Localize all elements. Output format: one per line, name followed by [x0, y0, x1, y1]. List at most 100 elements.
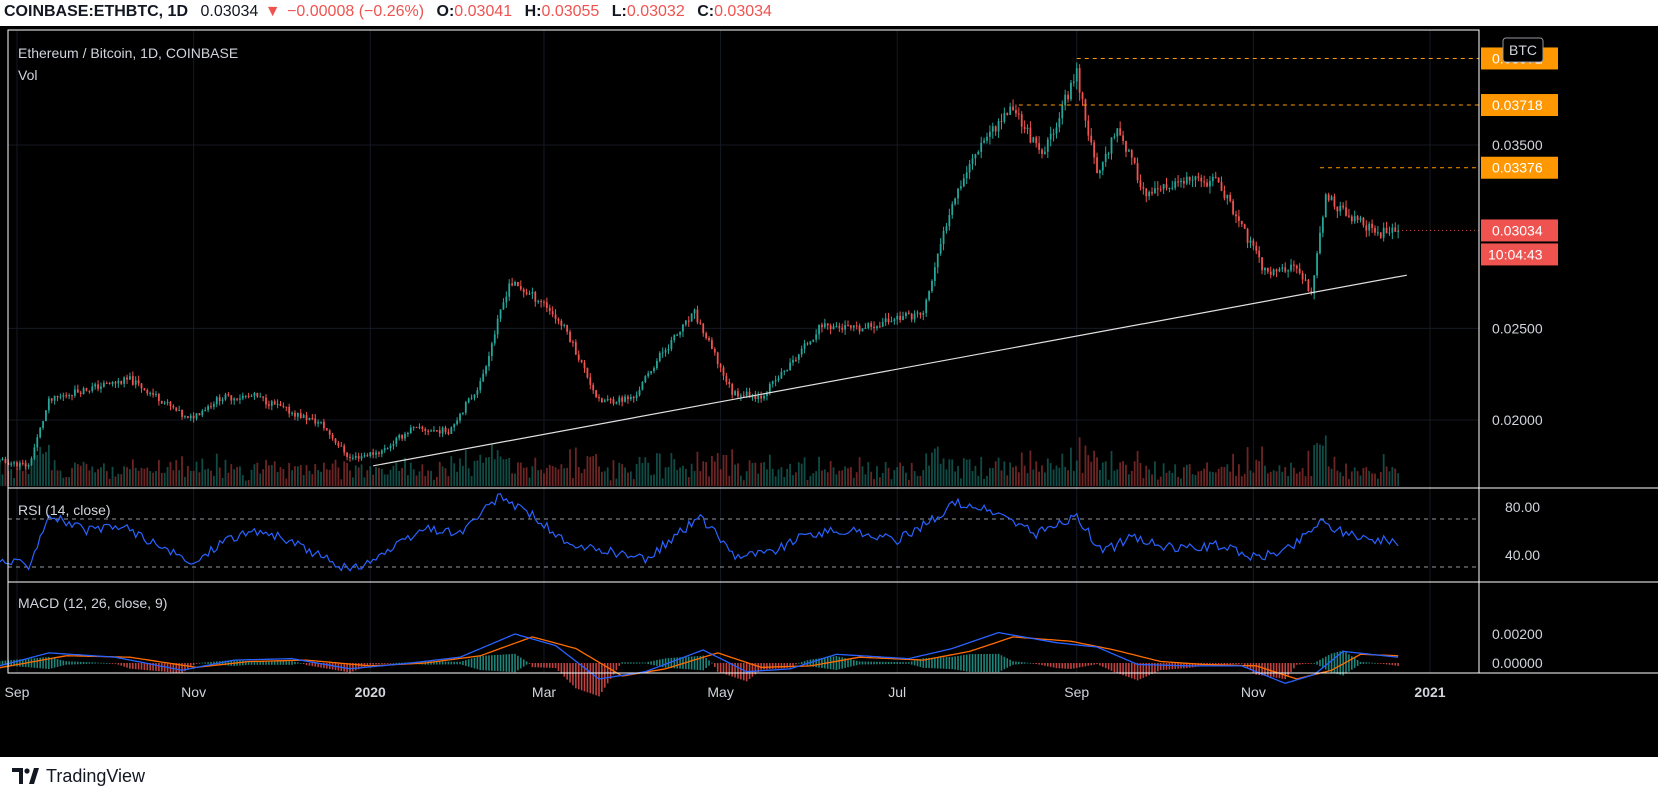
tradingview-brand[interactable]: TradingView — [46, 766, 146, 786]
candle-body — [589, 377, 592, 385]
volume-bar — [922, 469, 925, 486]
candle-body — [1113, 136, 1116, 138]
candle-body — [409, 427, 412, 433]
candle-body — [1345, 207, 1347, 216]
volume-bar — [447, 476, 450, 486]
macd-histogram-bar — [1107, 663, 1110, 670]
candle-body — [519, 286, 522, 290]
volume-bar — [305, 465, 308, 486]
candle-body — [212, 404, 215, 407]
volume-bar — [1168, 470, 1171, 486]
candle-body — [1304, 279, 1307, 281]
macd-histogram-bar — [1391, 663, 1394, 666]
macd-histogram-bar — [908, 662, 910, 664]
volume-bar — [389, 469, 392, 486]
volume-bar — [1278, 465, 1281, 486]
volume-bar — [201, 458, 204, 486]
x-tick-label-3: Mar — [532, 684, 556, 700]
macd-histogram-bar — [618, 663, 621, 666]
volume-bar — [221, 477, 224, 486]
candle-body — [1139, 180, 1142, 188]
macd-pane[interactable] — [0, 631, 1399, 697]
macd-histogram-bar — [1067, 663, 1069, 669]
candle-body — [343, 445, 346, 453]
macd-histogram-bar — [757, 663, 760, 673]
macd-histogram-bar — [531, 663, 534, 668]
candle-body — [1029, 127, 1032, 143]
macd-histogram-bar — [1319, 659, 1321, 667]
macd-histogram-bar — [1371, 662, 1373, 664]
volume-bar — [679, 467, 681, 486]
trading-chart[interactable]: Sep Nov 2020 Mar May Jul Sep Nov 2021 0.02000 0.02… — [0, 26, 1658, 757]
tradingview-logo-icon[interactable] — [12, 766, 40, 786]
macd-histogram-bar — [818, 658, 820, 668]
macd-histogram-bar — [378, 663, 380, 665]
volume-bar — [47, 444, 50, 486]
macd-histogram-bar — [323, 663, 325, 669]
volume-bar — [268, 465, 270, 486]
candle-body — [748, 391, 751, 398]
macd-histogram-bar — [879, 661, 881, 665]
candle-body — [832, 326, 835, 330]
macd-histogram-bar — [50, 657, 53, 669]
volume-bar — [285, 478, 288, 486]
volume-bar — [343, 461, 346, 486]
candle-body — [600, 398, 603, 403]
x-tick-label-4: May — [707, 684, 733, 700]
volume-bar — [137, 470, 140, 486]
volume-bar — [1284, 467, 1287, 486]
macd-histogram-bar — [551, 663, 554, 668]
volume-bar — [855, 472, 858, 486]
volume-bar — [105, 471, 108, 486]
macd-histogram-bar — [658, 659, 661, 667]
symbol-name[interactable]: COINBASE:ETHBTC, 1D — [4, 3, 189, 20]
volume-bar — [519, 462, 522, 486]
macd-histogram-bar — [42, 657, 44, 669]
volume-bar — [682, 465, 684, 486]
volume-bar — [160, 472, 163, 486]
macd-histogram-bar — [621, 662, 623, 664]
volume-bar — [1142, 478, 1145, 486]
macd-histogram-bar — [670, 657, 673, 669]
candle-body — [1226, 194, 1229, 199]
macd-histogram-bar — [514, 653, 516, 673]
candle-body — [56, 395, 59, 398]
volume-bar — [537, 470, 540, 486]
volume-bar — [155, 470, 157, 486]
macd-histogram-bar — [546, 663, 548, 668]
volume-bar — [21, 471, 24, 486]
candle-body — [852, 325, 855, 328]
currency-badge[interactable]: BTC — [1502, 37, 1544, 63]
candle-body — [690, 313, 693, 322]
volume-bar — [1032, 469, 1035, 486]
candle-body — [488, 355, 490, 367]
macd-histogram-bar — [977, 654, 980, 672]
volume-bar — [656, 453, 658, 486]
support-trendline[interactable] — [373, 274, 1407, 467]
candle-body — [21, 462, 24, 464]
volume-bar — [395, 462, 398, 486]
rsi-pane[interactable] — [0, 493, 1479, 572]
macd-histogram-bar — [1379, 663, 1382, 664]
candle-body — [53, 395, 56, 401]
candle-body — [1026, 127, 1029, 130]
macd-histogram-bar — [1003, 656, 1006, 670]
volume-bar — [1006, 475, 1009, 486]
macd-histogram-bar — [372, 663, 374, 665]
macd-histogram-bar — [1061, 663, 1064, 669]
volume-bar — [606, 467, 609, 486]
volume-bar — [1015, 466, 1017, 486]
candle-body — [974, 154, 977, 159]
macd-histogram-bar — [326, 663, 328, 669]
macd-histogram-bar — [123, 663, 125, 667]
volume-bar — [768, 454, 771, 486]
macd-histogram-bar — [146, 663, 149, 671]
macd-histogram-bar — [352, 663, 354, 672]
price-pane[interactable] — [0, 57, 1479, 486]
macd-histogram-bar — [829, 656, 832, 670]
candle-body — [925, 299, 928, 314]
volume-bar — [658, 453, 661, 486]
volume-bar — [1385, 466, 1388, 486]
volume-bar — [1113, 470, 1116, 486]
macd-histogram-bar — [499, 654, 502, 672]
